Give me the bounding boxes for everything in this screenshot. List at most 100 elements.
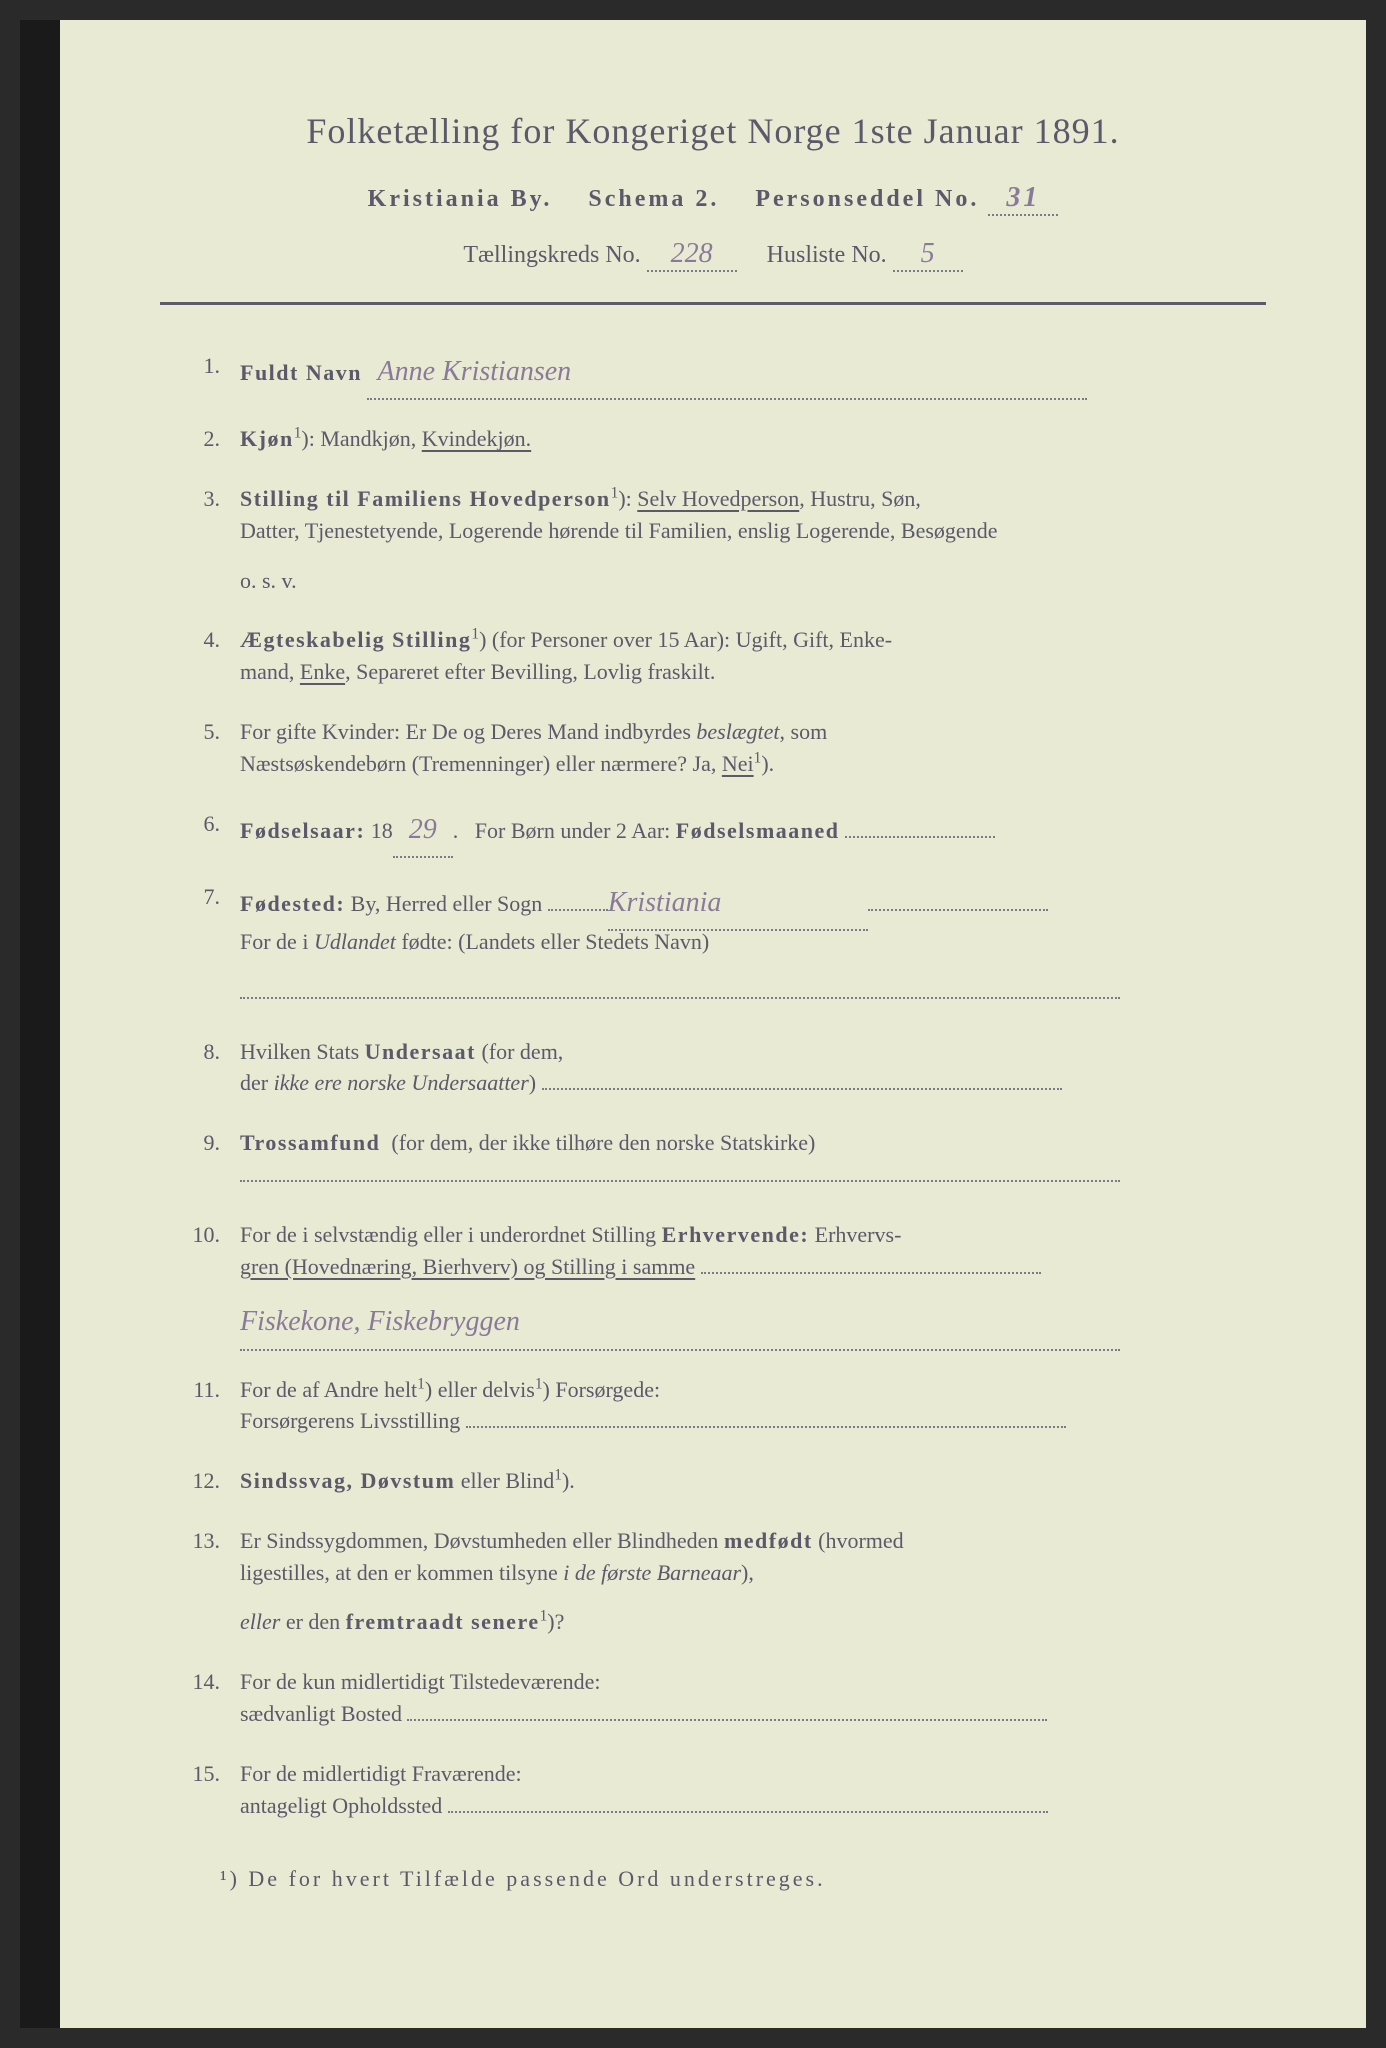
f14-blank (407, 1719, 1047, 1721)
f11-1: For de af Andre helt (240, 1377, 417, 1402)
item-15: For de midlertidigt Fraværende: antageli… (160, 1753, 1266, 1827)
item-5: For gifte Kvinder: Er De og Deres Mand i… (160, 711, 1266, 785)
f7-dot1 (548, 909, 608, 911)
f6-month-blank (845, 836, 995, 838)
f15-1: For de midlertidigt Fraværende: (240, 1761, 522, 1786)
item-8: Hvilken Stats Undersaat (for dem, der ik… (160, 1031, 1266, 1105)
f12-rest: eller Blind (455, 1468, 554, 1493)
f6-rest: For Børn under 2 Aar: (475, 818, 671, 843)
f4-selected: Enke (300, 659, 345, 684)
f14-line2: sædvanligt Bosted (240, 1693, 1266, 1735)
f6-year: 29 (393, 803, 453, 858)
f12-label: Sindssvag, Døvstum (240, 1468, 455, 1493)
f11-line2: Forsørgerens Livsstilling (240, 1400, 1266, 1442)
f10-1a: For de i selvstændig eller i underordnet… (240, 1222, 662, 1247)
f10-value-line: Fiskekone, Fiskebryggen (240, 1295, 1266, 1350)
f7-blank-line (240, 997, 1120, 999)
f1-label: Fuldt Navn (240, 360, 362, 385)
item-14: For de kun midlertidigt Tilstedeværende:… (160, 1661, 1266, 1735)
f11-1b: eller delvis (432, 1377, 535, 1402)
f3-rest1: , Hustru, Søn, (799, 486, 921, 511)
f11-2: Forsørgerens Livsstilling (240, 1408, 460, 1433)
f5-l1c: , som (780, 719, 828, 744)
f5-selected: Nei (722, 751, 754, 776)
f9-rest: (for dem, der ikke tilhøre den norske St… (391, 1130, 815, 1155)
f5-line2: Næstsøskendebørn (Tremenninger) eller næ… (240, 743, 1266, 785)
f13-3a: eller (240, 1609, 280, 1634)
header-line-1: Kristiania By. Schema 2. Personseddel No… (160, 182, 1266, 216)
form-items: Fuldt Navn Anne Kristiansen Kjøn1): Mand… (160, 345, 1266, 1826)
f2-label: Kjøn (240, 426, 294, 451)
f13-2a: ligestilles, at den er kommen tilsyne (240, 1560, 563, 1585)
f14-1: For de kun midlertidigt Tilstedeværende: (240, 1669, 601, 1694)
item-2: Kjøn1): Mandkjøn, Kvindekjøn. (160, 418, 1266, 460)
kreds-no: 228 (647, 238, 737, 272)
f4-note: (for Personer over 15 Aar): (492, 627, 730, 652)
f15-2: antageligt Opholdssted (240, 1793, 442, 1818)
item-11: For de af Andre helt1) eller delvis1) Fo… (160, 1369, 1266, 1443)
f2-opt-mand: Mandkjøn, (320, 426, 421, 451)
f13-1b: medfødt (724, 1528, 813, 1553)
footnote: ¹) De for hvert Tilfælde passende Ord un… (160, 1866, 1266, 1892)
f8-l2: Undersaat (365, 1039, 476, 1064)
f7-l2c: fødte: (Landets eller Stedets Navn) (396, 929, 709, 954)
f8-l3: (for dem, (476, 1039, 563, 1064)
f14-2: sædvanligt Bosted (240, 1701, 402, 1726)
f6-prefix: 18 (371, 818, 393, 843)
f13-3b: er den (280, 1609, 345, 1634)
f3-rest3: o. s. v. (240, 560, 1266, 602)
f15-line2: antageligt Opholdssted (240, 1785, 1266, 1827)
f2-selected: Kvindekjøn. (422, 426, 531, 451)
f3-label: Stilling til Familiens Hovedperson (240, 486, 611, 511)
f3-selected: Selv Hovedperson (637, 486, 799, 511)
husliste-label: Husliste No. (767, 242, 887, 268)
f13-2c: ), (741, 1560, 754, 1585)
f4-opts2a: mand, (240, 659, 300, 684)
item-9: Trossamfund (for dem, der ikke tilhøre d… (160, 1122, 1266, 1196)
f10-dot1 (701, 1272, 1041, 1274)
f5-l1a: Er De og Deres Mand indbyrdes (406, 719, 697, 744)
f7-label: Fødested: (240, 891, 345, 916)
item-1: Fuldt Navn Anne Kristiansen (160, 345, 1266, 400)
f10-2: gren (Hovednæring, Bierhverv) og Stillin… (240, 1254, 695, 1279)
f7-l2a: For de i (240, 929, 314, 954)
item-10: For de i selvstændig eller i underordnet… (160, 1214, 1266, 1351)
f9-blank (240, 1154, 1266, 1196)
f8-l1: Hvilken Stats (240, 1039, 365, 1064)
f7-dot2 (868, 909, 1048, 911)
f10-line2: gren (Hovednæring, Bierhverv) og Stillin… (240, 1246, 1266, 1288)
f9-label: Trossamfund (240, 1130, 380, 1155)
schema: Schema 2. (588, 186, 719, 212)
f8-2a: der (240, 1070, 274, 1095)
f3-rest2: Datter, Tjenestetyende, Logerende hørend… (240, 510, 1266, 552)
f4-label: Ægteskabelig Stilling (240, 627, 471, 652)
personseddel-no: 31 (988, 182, 1058, 216)
f10-1b: Erhvervende: (662, 1222, 810, 1247)
f7-rest: By, Herred eller Sogn (351, 891, 543, 916)
page-title: Folketælling for Kongeriget Norge 1ste J… (160, 110, 1266, 152)
f13-line3: eller er den fremtraadt senere1)? (240, 1601, 1266, 1643)
item-4: Ægteskabelig Stilling1) (for Personer ov… (160, 619, 1266, 693)
f8-blank (542, 1088, 1062, 1090)
item-7: Fødested: By, Herred eller Sogn Kristian… (160, 876, 1266, 1013)
f7-l2b: Udlandet (314, 929, 396, 954)
f6-label2: Fødselsmaaned (676, 818, 840, 843)
footnote-text: De for hvert Tilfælde passende Ord under… (248, 1866, 825, 1891)
f13-2b: i de første Barneaar (563, 1560, 741, 1585)
personseddel-label: Personseddel No. (755, 186, 979, 212)
census-form-page: Folketælling for Kongeriget Norge 1ste J… (20, 20, 1366, 2028)
f8-2b: ikke ere norske Undersaatter (274, 1070, 529, 1095)
f15-blank (448, 1811, 1048, 1813)
f4-line2: mand, Enke, Separeret efter Bevilling, L… (240, 651, 1266, 693)
f5-l2a: Næstsøskendebørn (Tremenninger) eller næ… (240, 751, 722, 776)
item-6: Fødselsaar: 1829. For Børn under 2 Aar: … (160, 803, 1266, 858)
f5-label: For gifte Kvinder: (240, 719, 400, 744)
f8-2c: ) (529, 1070, 536, 1095)
f11-1c: Forsørgede: (550, 1377, 660, 1402)
f7-blank (240, 971, 1266, 1013)
footnote-marker: ¹) (220, 1866, 240, 1891)
f1-value: Anne Kristiansen (367, 345, 1087, 400)
f6-label: Fødselsaar: (240, 818, 365, 843)
f11-blank (466, 1426, 1066, 1428)
f9-blank-line (240, 1180, 1120, 1182)
